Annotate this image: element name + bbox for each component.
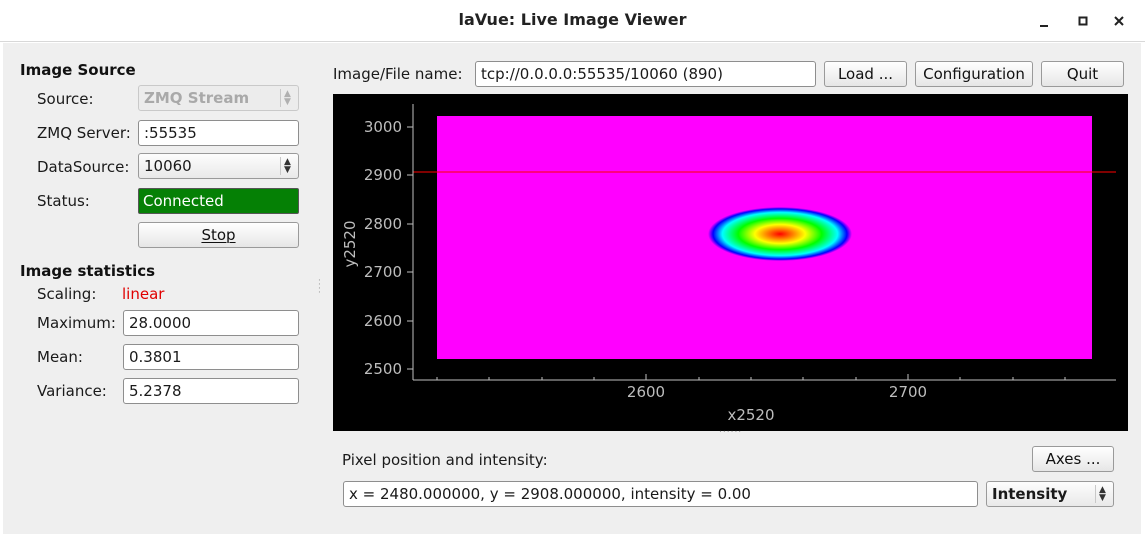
close-icon[interactable] xyxy=(1110,12,1128,30)
spin-arrows-icon: ▲ ▼ xyxy=(1095,485,1109,503)
y-axis-label: y2520 xyxy=(341,220,359,267)
y-tick-label: 3000 xyxy=(364,118,402,136)
maximum-field: 28.0000 xyxy=(123,310,299,336)
horizontal-splitter-handle[interactable]: ...... xyxy=(719,425,743,435)
minimize-icon[interactable] xyxy=(1035,12,1053,30)
scaling-label: Scaling: xyxy=(37,285,97,303)
pixel-info-label: Pixel position and intensity: xyxy=(342,451,548,469)
maximum-label: Maximum: xyxy=(37,314,116,332)
x-axis-label: x2520 xyxy=(727,406,774,424)
status-indicator: Connected xyxy=(138,188,299,214)
maximize-icon[interactable] xyxy=(1074,12,1092,30)
y-tick-label: 2900 xyxy=(364,166,402,184)
axes-button[interactable]: Axes ... xyxy=(1032,446,1114,472)
vertical-splitter-handle[interactable]: · · · · xyxy=(318,276,322,298)
image-statistics-heading: Image statistics xyxy=(20,262,156,280)
spin-arrows-icon: ▲ ▼ xyxy=(280,157,294,175)
zmq-server-input[interactable]: :55535 xyxy=(138,120,299,146)
x-tick-label: 2600 xyxy=(627,383,665,401)
main-window: Image Source Source: ZMQ Stream ▲ ▼ ZMQ S… xyxy=(3,43,1141,534)
scaling-value: linear xyxy=(122,285,165,303)
stop-button[interactable]: Stop xyxy=(138,222,299,248)
status-label: Status: xyxy=(37,192,90,210)
datasource-label: DataSource: xyxy=(37,158,130,176)
source-select-value: ZMQ Stream xyxy=(144,89,250,107)
file-name-label: Image/File name: xyxy=(333,65,463,83)
source-label: Source: xyxy=(37,90,94,108)
configuration-button[interactable]: Configuration xyxy=(915,61,1033,87)
load-button[interactable]: Load ... xyxy=(824,61,907,87)
image-source-heading: Image Source xyxy=(20,61,136,79)
intensity-mode-select[interactable]: Intensity ▲ ▼ xyxy=(986,481,1114,507)
datasource-select[interactable]: 10060 ▲ ▼ xyxy=(138,153,299,179)
y-tick-label: 2500 xyxy=(364,360,402,378)
intensity-mode-value: Intensity xyxy=(992,485,1068,503)
source-select: ZMQ Stream ▲ ▼ xyxy=(138,85,299,111)
y-tick-label: 2800 xyxy=(364,215,402,233)
mean-field: 0.3801 xyxy=(123,344,299,370)
y-tick-label: 2600 xyxy=(364,312,402,330)
variance-label: Variance: xyxy=(37,382,107,400)
stop-button-label: Stop xyxy=(201,226,236,244)
y-tick-label: 2700 xyxy=(364,263,402,281)
pixel-info-field: x = 2480.000000, y = 2908.000000, intens… xyxy=(343,481,978,507)
file-name-input[interactable]: tcp://0.0.0.0:55535/10060 (890) xyxy=(475,61,816,87)
mean-label: Mean: xyxy=(37,348,83,366)
title-bar: laVue: Live Image Viewer xyxy=(0,0,1145,42)
intensity-peak xyxy=(708,207,852,261)
window-title: laVue: Live Image Viewer xyxy=(458,10,687,29)
datasource-select-value: 10060 xyxy=(144,157,192,175)
variance-field: 5.2378 xyxy=(123,378,299,404)
zmq-server-label: ZMQ Server: xyxy=(37,124,131,142)
x-tick-label: 2700 xyxy=(889,383,927,401)
image-plot-canvas[interactable]: 3000 2900 2800 2700 2600 2500 2600 2700 … xyxy=(333,94,1128,431)
spin-arrows-icon: ▲ ▼ xyxy=(280,89,294,107)
image-plot[interactable]: 3000 2900 2800 2700 2600 2500 2600 2700 … xyxy=(333,94,1128,431)
quit-button[interactable]: Quit xyxy=(1041,61,1124,87)
